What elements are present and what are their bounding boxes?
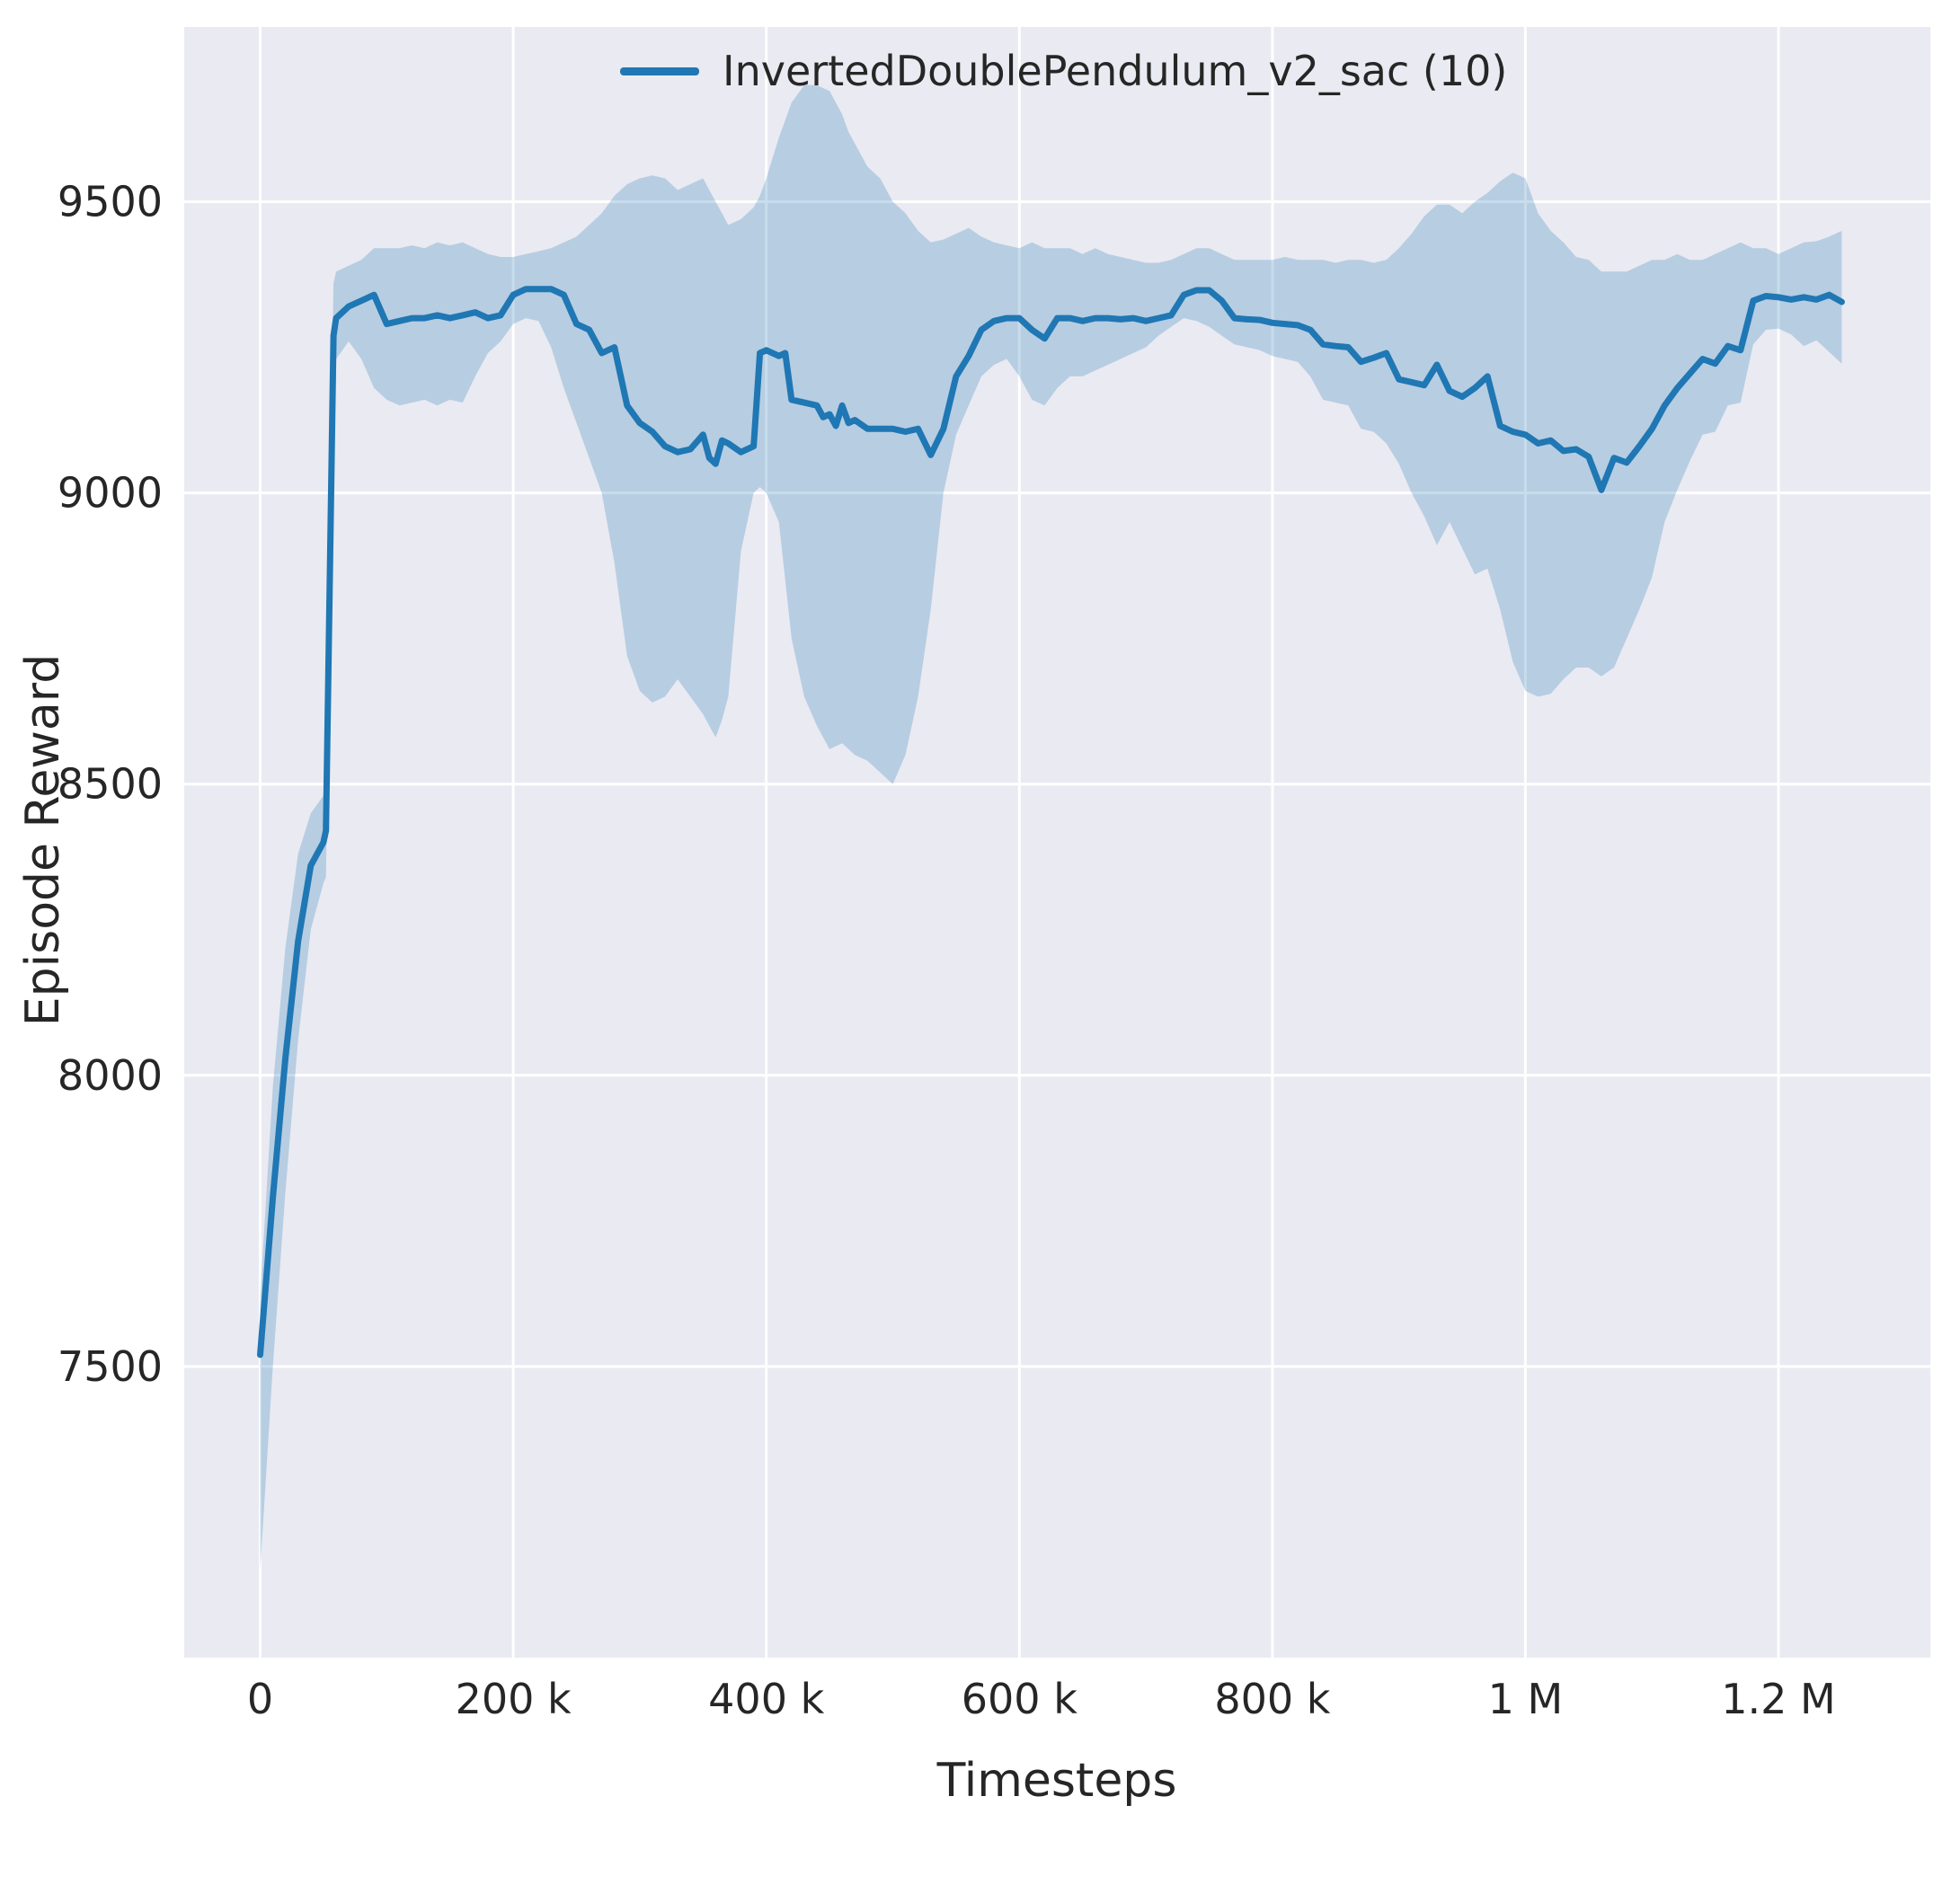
x-axis-label: Timesteps (936, 1754, 1177, 1808)
y-tick-label: 9000 (58, 469, 163, 518)
legend-line-swatch (620, 66, 699, 75)
x-tick-label: 1 M (1488, 1675, 1564, 1723)
x-tick-label: 1.2 M (1721, 1675, 1835, 1723)
x-tick-label: 400 k (708, 1675, 824, 1723)
legend-label: InvertedDoublePendulum_v2_sac (10) (723, 47, 1508, 95)
mean-line (257, 286, 1845, 1358)
x-tick-label: 800 k (1214, 1675, 1330, 1723)
y-tick-label: 7500 (58, 1342, 163, 1391)
x-tick-label: 0 (247, 1675, 273, 1723)
legend: InvertedDoublePendulum_v2_sac (10) (620, 47, 1507, 95)
plot-panel (184, 27, 1930, 1658)
y-tick-label: 9500 (58, 178, 163, 226)
y-axis-label: Episode Reward (16, 653, 70, 1027)
x-tick-label: 200 k (456, 1675, 572, 1723)
y-tick-label: 8000 (58, 1051, 163, 1100)
y-tick-label: 8500 (58, 760, 163, 809)
x-tick-label: 600 k (962, 1675, 1078, 1723)
confidence-band (260, 84, 1842, 1571)
